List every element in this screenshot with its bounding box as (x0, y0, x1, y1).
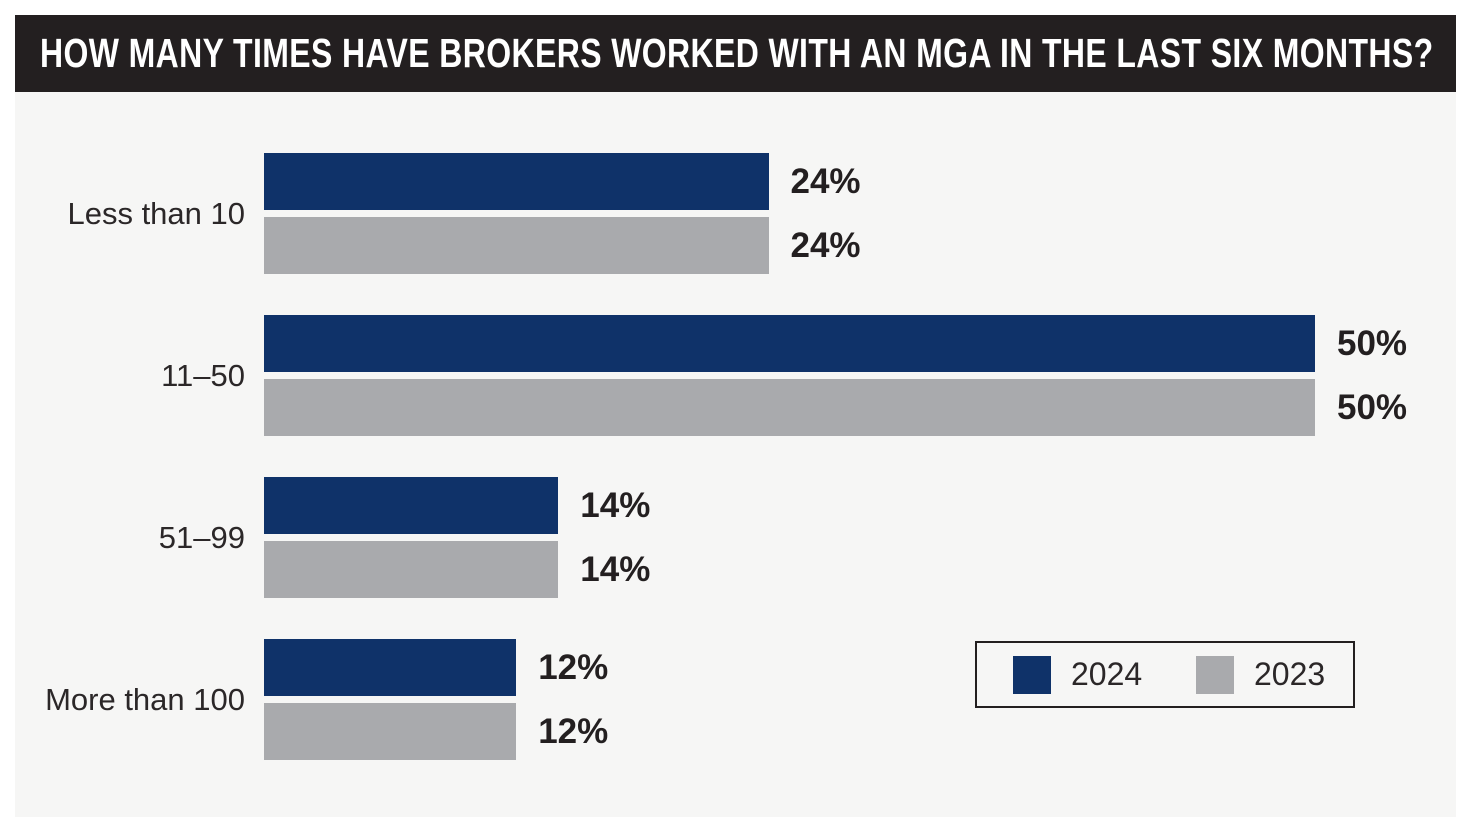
bar-2024 (264, 477, 559, 534)
bar-row: 14% (264, 477, 650, 534)
category-label: Less than 10 (15, 153, 264, 274)
bar-pair: 24% 24% (264, 153, 861, 274)
value-label: 12% (538, 647, 609, 687)
legend-swatch-2024 (1013, 655, 1051, 694)
category-label-text: 51–99 (158, 519, 245, 555)
bar-groups: Less than 10 24% 24% 11–50 50% 50% 51–99 14% 14%… (15, 153, 1456, 760)
value-label: 50% (1337, 323, 1408, 363)
value-label: 12% (538, 711, 609, 751)
bar-group: Less than 10 24% 24% (15, 153, 1456, 274)
bar-row: 50% (264, 379, 1407, 436)
value-label: 24% (790, 161, 861, 201)
bar-row: 12% (264, 639, 608, 696)
legend-swatch-2023 (1196, 655, 1234, 694)
bar-chart: Less than 10 24% 24% 11–50 50% 50% 51–99 14% 14%… (15, 92, 1456, 817)
category-label: 51–99 (15, 477, 264, 598)
bar-2024 (264, 153, 769, 210)
value-label: 24% (790, 225, 861, 265)
bar-2023 (264, 379, 1315, 436)
chart-title-bar: HOW MANY TIMES HAVE BROKERS WORKED WITH … (15, 15, 1456, 92)
bar-group: 11–50 50% 50% (15, 315, 1456, 436)
category-label-text: More than 100 (45, 681, 245, 717)
legend-label-2024: 2024 (1071, 656, 1143, 692)
value-label: 14% (580, 485, 651, 525)
category-label-text: 11–50 (161, 357, 245, 393)
bar-row: 24% (264, 153, 861, 210)
bar-2024 (264, 639, 517, 696)
bar-group: More than 100 12% 12% (15, 639, 1456, 760)
value-label: 50% (1337, 387, 1408, 427)
bar-group: 51–99 14% 14% (15, 477, 1456, 598)
legend: 2024 2023 (975, 641, 1355, 708)
bar-2023 (264, 541, 559, 598)
bar-2023 (264, 217, 769, 274)
bar-row: 14% (264, 541, 650, 598)
chart-title: HOW MANY TIMES HAVE BROKERS WORKED WITH … (40, 30, 1434, 76)
category-label: More than 100 (15, 639, 264, 760)
bar-2024 (264, 315, 1315, 372)
bar-row: 24% (264, 217, 861, 274)
bar-pair: 12% 12% (264, 639, 608, 760)
category-label-text: Less than 10 (67, 195, 245, 231)
legend-label-2023: 2023 (1254, 656, 1326, 692)
bar-row: 12% (264, 703, 608, 760)
category-label: 11–50 (15, 315, 264, 436)
bar-pair: 50% 50% (264, 315, 1407, 436)
chart-panel: HOW MANY TIMES HAVE BROKERS WORKED WITH … (15, 15, 1456, 817)
bar-pair: 14% 14% (264, 477, 650, 598)
value-label: 14% (580, 549, 651, 589)
bar-row: 50% (264, 315, 1407, 372)
bar-2023 (264, 703, 517, 760)
